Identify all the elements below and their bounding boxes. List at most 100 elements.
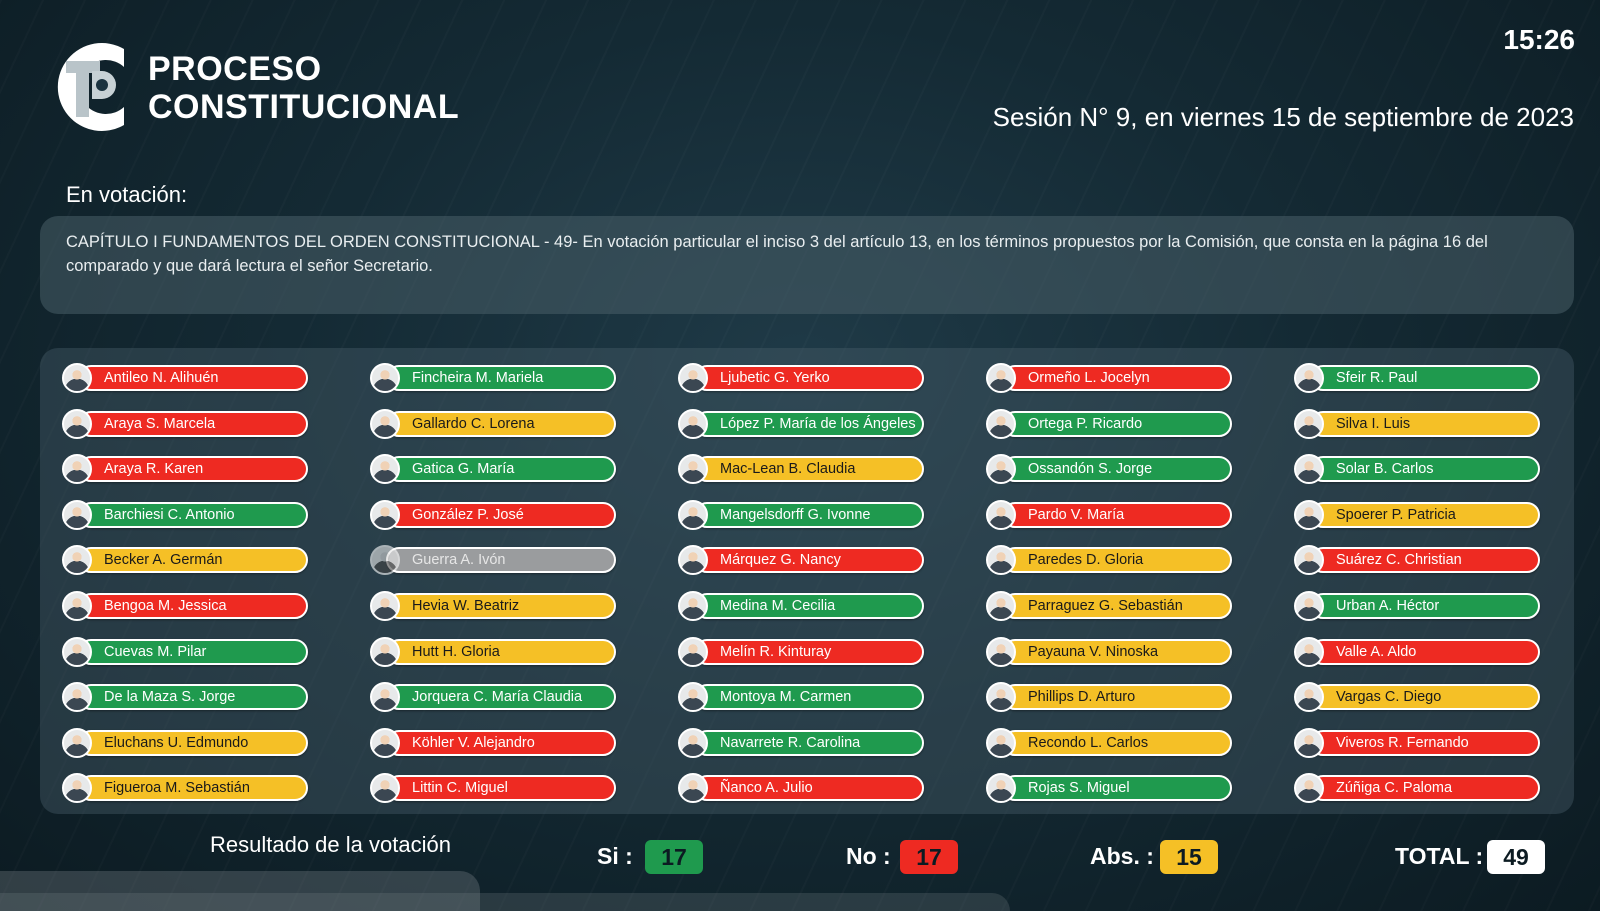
member-vote-item: De la Maza S. Jorge [62,682,308,712]
member-vote-item: González P. José [370,500,616,530]
member-avatar [62,545,92,575]
member-vote-item: Hevia W. Beatriz [370,591,616,621]
member-name-pill: Antileo N. Alihuén [78,365,308,391]
member-vote-item: Phillips D. Arturo [986,682,1232,712]
yes-count-badge: 17 [645,840,703,874]
member-name-pill: Rojas S. Miguel [1002,775,1232,801]
member-avatar [986,500,1016,530]
member-vote-item: Ormeño L. Jocelyn [986,363,1232,393]
member-avatar [62,409,92,439]
member-avatar [370,500,400,530]
member-vote-item: Recondo L. Carlos [986,728,1232,758]
member-vote-item: Hutt H. Gloria [370,637,616,667]
member-avatar [370,591,400,621]
member-vote-item: Antileo N. Alihuén [62,363,308,393]
member-vote-item: Jorquera C. María Claudia [370,682,616,712]
member-vote-item: Solar B. Carlos [1294,454,1540,484]
member-avatar [678,591,708,621]
session-info: Sesión N° 9, en viernes 15 de septiembre… [992,102,1574,132]
member-vote-item: Köhler V. Alejandro [370,728,616,758]
member-name-pill: Paredes D. Gloria [1002,547,1232,573]
member-avatar [678,500,708,530]
member-vote-item: Bengoa M. Jessica [62,591,308,621]
member-vote-item: Mangelsdorff G. Ivonne [678,500,924,530]
member-avatar [1294,728,1324,758]
member-name-pill: Melín R. Kinturay [694,639,924,665]
member-avatar [678,454,708,484]
member-avatar [986,728,1016,758]
member-avatar [678,728,708,758]
member-vote-item: Spoerer P. Patricia [1294,500,1540,530]
no-label: No : [846,843,891,869]
member-avatar [986,591,1016,621]
member-vote-item: Parraguez G. Sebastián [986,591,1232,621]
clock: 15:26 [1503,24,1575,55]
brand-line-1: PROCESO [148,50,322,88]
member-vote-item: Viveros R. Fernando [1294,728,1540,758]
member-vote-item: Eluchans U. Edmundo [62,728,308,758]
member-name-pill: Sfeir R. Paul [1310,365,1540,391]
member-vote-item: Suárez C. Christian [1294,545,1540,575]
member-vote-item: Ñanco A. Julio [678,773,924,803]
member-name-pill: Cuevas M. Pilar [78,639,308,665]
member-avatar [986,409,1016,439]
member-vote-item: Zúñiga C. Paloma [1294,773,1540,803]
member-name-pill: Gallardo C. Lorena [386,411,616,437]
member-name-pill: Köhler V. Alejandro [386,730,616,756]
member-vote-item: Becker A. Germán [62,545,308,575]
total-count-badge: 49 [1487,840,1545,874]
member-avatar [370,637,400,667]
member-vote-item: Urban A. Héctor [1294,591,1540,621]
member-name-pill: Medina M. Cecilia [694,593,924,619]
member-avatar [62,773,92,803]
member-vote-item: Sfeir R. Paul [1294,363,1540,393]
member-name-pill: Márquez G. Nancy [694,547,924,573]
member-name-pill: Mac-Lean B. Claudia [694,456,924,482]
member-vote-item: Melín R. Kinturay [678,637,924,667]
member-name-pill: Jorquera C. María Claudia [386,684,616,710]
result-title: Resultado de la votación [210,832,451,857]
member-name-pill: Guerra A. Ivón [386,547,616,573]
member-vote-item: Araya S. Marcela [62,409,308,439]
member-name-pill: Silva I. Luis [1310,411,1540,437]
member-avatar [1294,773,1324,803]
brand-line-2: CONSTITUCIONAL [148,88,460,126]
member-vote-item: Littin C. Miguel [370,773,616,803]
member-avatar [1294,591,1324,621]
member-name-pill: Valle A. Aldo [1310,639,1540,665]
member-name-pill: Pardo V. María [1002,502,1232,528]
member-avatar [370,728,400,758]
member-avatar [1294,545,1324,575]
member-vote-item: Payauna V. Ninoska [986,637,1232,667]
member-avatar [1294,363,1324,393]
member-vote-item: Barchiesi C. Antonio [62,500,308,530]
member-name-pill: Bengoa M. Jessica [78,593,308,619]
member-name-pill: Fincheira M. Mariela [386,365,616,391]
member-avatar [370,409,400,439]
member-avatar [370,773,400,803]
member-avatar [62,728,92,758]
brand-name: PROCESO CONSTITUCIONAL [148,50,459,126]
member-name-pill: González P. José [386,502,616,528]
proceso-constitucional-logo [57,43,124,131]
member-name-pill: Hevia W. Beatriz [386,593,616,619]
member-name-pill: Montoya M. Carmen [694,684,924,710]
member-name-pill: Ljubetic G. Yerko [694,365,924,391]
member-vote-item: Figueroa M. Sebastián [62,773,308,803]
member-vote-item: Rojas S. Miguel [986,773,1232,803]
bottom-overlay-bar [0,871,480,911]
member-avatar [1294,454,1324,484]
member-vote-item: Paredes D. Gloria [986,545,1232,575]
member-name-pill: De la Maza S. Jorge [78,684,308,710]
member-name-pill: Gatica G. María [386,456,616,482]
member-name-pill: Ormeño L. Jocelyn [1002,365,1232,391]
member-name-pill: Barchiesi C. Antonio [78,502,308,528]
member-vote-item: Ljubetic G. Yerko [678,363,924,393]
member-name-pill: Viveros R. Fernando [1310,730,1540,756]
member-vote-item: Guerra A. Ivón [370,545,616,575]
member-vote-item: Gatica G. María [370,454,616,484]
member-avatar [1294,637,1324,667]
member-avatar [986,454,1016,484]
member-name-pill: Urban A. Héctor [1310,593,1540,619]
member-vote-item: Valle A. Aldo [1294,637,1540,667]
